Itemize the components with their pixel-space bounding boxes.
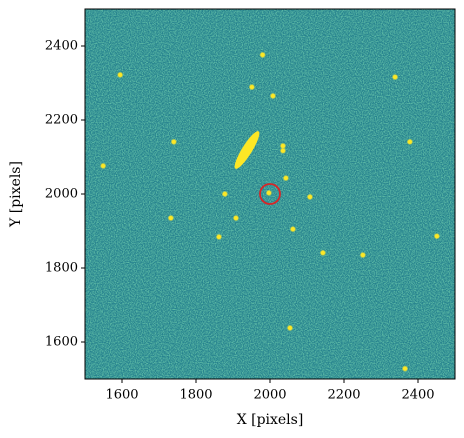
target-marker (259, 183, 281, 205)
x-tick-label: 2000 (253, 388, 286, 403)
source (265, 189, 273, 197)
source (248, 83, 256, 91)
source (279, 147, 287, 154)
source (289, 225, 297, 233)
source (401, 365, 409, 372)
source (286, 324, 294, 332)
y-tick-label: 2000 (45, 187, 78, 202)
x-tick-label: 2400 (401, 388, 434, 403)
y-tick-label: 1600 (45, 335, 78, 350)
x-tick-label: 2200 (327, 388, 360, 403)
source (406, 138, 414, 146)
source (282, 174, 290, 182)
source (433, 232, 441, 240)
source (391, 73, 399, 81)
source (167, 214, 175, 222)
x-tick-label: 1800 (179, 388, 212, 403)
source (221, 190, 229, 198)
y-tick-label: 2200 (45, 113, 78, 128)
source (269, 92, 277, 100)
source (99, 162, 107, 170)
source (259, 51, 266, 59)
source (359, 251, 367, 259)
image-area (85, 9, 455, 379)
source (215, 233, 223, 241)
source (232, 214, 240, 222)
source (116, 71, 124, 79)
y-tick-label: 1800 (45, 261, 78, 276)
galaxy (234, 131, 260, 169)
source (306, 193, 314, 201)
x-tick-label: 1600 (105, 388, 138, 403)
source (279, 142, 287, 150)
y-tick-label: 2400 (45, 39, 78, 54)
y-axis-label: Y [pixels] (8, 161, 24, 228)
source (170, 138, 177, 146)
source (319, 249, 327, 257)
x-axis-label: X [pixels] (237, 412, 304, 428)
